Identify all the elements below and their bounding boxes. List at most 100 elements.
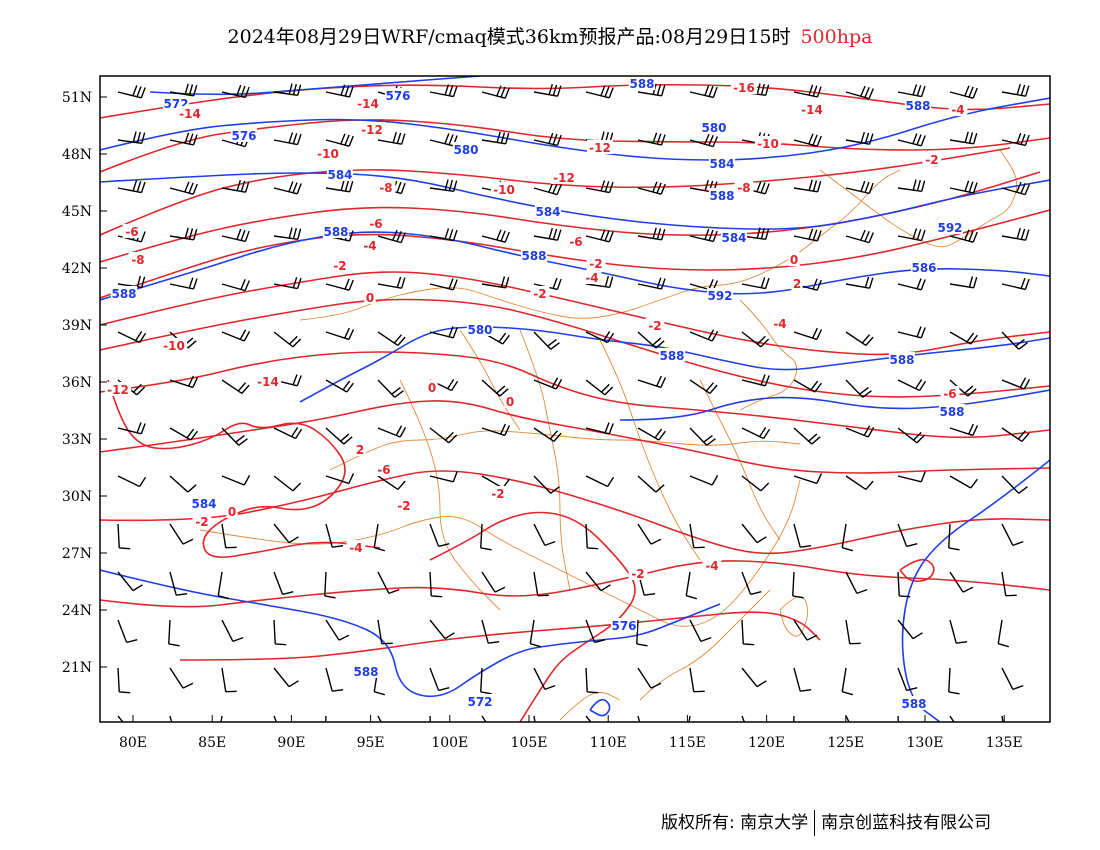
height-contour-label: 588 bbox=[322, 224, 350, 239]
svg-text:588: 588 bbox=[709, 189, 734, 203]
wind-barb bbox=[533, 377, 563, 390]
svg-text:588: 588 bbox=[939, 405, 964, 419]
temperature-contour-label: -10 bbox=[160, 338, 188, 353]
wind-barb bbox=[117, 131, 146, 145]
temperature-contour-label: -14 bbox=[254, 374, 282, 389]
wind-barb bbox=[741, 715, 746, 722]
wind-barb bbox=[169, 132, 198, 146]
wind-barb bbox=[897, 179, 926, 193]
temperature-contour bbox=[100, 147, 1011, 236]
svg-text:-2: -2 bbox=[589, 257, 602, 271]
wind-barb bbox=[273, 132, 302, 146]
wind-barb bbox=[897, 326, 926, 339]
height-contour bbox=[100, 172, 1050, 230]
wind-barb bbox=[273, 277, 302, 290]
height-contour-label: 588 bbox=[520, 248, 548, 263]
wind-barb bbox=[273, 475, 302, 492]
wind-barb bbox=[689, 329, 719, 342]
wind-barb bbox=[949, 180, 978, 194]
temperature-contour-label: -4 bbox=[360, 238, 380, 253]
wind-barb bbox=[533, 83, 562, 97]
temperature-contour-label: -4 bbox=[346, 540, 366, 555]
wind-barb bbox=[637, 523, 662, 545]
temperature-contour-label: -2 bbox=[922, 152, 942, 167]
svg-text:580: 580 bbox=[701, 121, 726, 135]
wind-barb bbox=[1001, 377, 1031, 390]
wind-barb bbox=[117, 180, 146, 194]
temperature-contour-label: -14 bbox=[798, 102, 826, 117]
lon-tick-label: 120E bbox=[748, 735, 785, 751]
svg-text:-6: -6 bbox=[377, 463, 390, 477]
wind-barb bbox=[1001, 475, 1028, 494]
wind-barb bbox=[793, 523, 812, 548]
height-contour-label: 580 bbox=[452, 142, 480, 157]
wind-barb bbox=[897, 84, 926, 98]
wind-barb bbox=[377, 229, 406, 244]
lon-tick-label: 135E bbox=[986, 735, 1023, 751]
height-contour-label: 576 bbox=[610, 618, 638, 633]
svg-text:588: 588 bbox=[521, 249, 546, 263]
temperature-contour bbox=[429, 511, 636, 722]
wind-barb bbox=[325, 473, 355, 485]
border-line bbox=[699, 379, 781, 541]
wind-barb bbox=[1001, 227, 1030, 241]
wind-barb bbox=[637, 667, 662, 689]
svg-text:-12: -12 bbox=[589, 141, 611, 155]
wind-barb bbox=[793, 619, 818, 641]
wind-barb bbox=[637, 277, 666, 290]
svg-text:-10: -10 bbox=[317, 147, 339, 161]
height-contour-label: 588 bbox=[658, 348, 686, 363]
wind-barb bbox=[220, 715, 223, 722]
height-contour-label: 576 bbox=[230, 128, 258, 143]
axis-ticks: 80E 85E 90E 95E 100E 105E 110E 115E 120E 125E 130E… bbox=[62, 90, 1023, 751]
lon-tick-label: 100E bbox=[431, 735, 468, 751]
wind-barb bbox=[841, 523, 854, 552]
wind-barb bbox=[585, 667, 599, 694]
wind-barb bbox=[585, 275, 614, 289]
temperature-contour-label: -12 bbox=[550, 170, 578, 185]
copyright-text: 版权所有: 南京大学 bbox=[661, 813, 809, 833]
wind-barb bbox=[845, 180, 874, 195]
wind-barb bbox=[429, 179, 458, 193]
wind-barb bbox=[585, 523, 599, 550]
wind-barb bbox=[273, 715, 278, 722]
wind-barb bbox=[533, 227, 562, 241]
temperature-contour-label: -12 bbox=[104, 382, 132, 397]
wind-barb bbox=[637, 331, 665, 349]
lon-tick-label: 115E bbox=[669, 735, 706, 751]
wind-barb bbox=[845, 85, 874, 100]
svg-text:0: 0 bbox=[366, 291, 374, 305]
wind-barb bbox=[792, 571, 804, 599]
svg-text:0: 0 bbox=[790, 253, 798, 267]
wind-barb bbox=[741, 331, 770, 348]
wind-barb bbox=[377, 131, 406, 145]
footer: 版权所有: 南京大学 南京创蓝科技有限公司 bbox=[661, 808, 991, 836]
wind-barb bbox=[429, 571, 443, 598]
wind-barb bbox=[689, 667, 705, 693]
wind-barb bbox=[585, 85, 614, 99]
height-contour-label: 588 bbox=[708, 188, 736, 203]
svg-text:588: 588 bbox=[629, 77, 654, 91]
lon-tick-label: 105E bbox=[511, 735, 548, 751]
height-contour bbox=[100, 569, 721, 698]
temperature-contour bbox=[100, 560, 1050, 608]
wind-barb bbox=[273, 523, 299, 544]
wind-barb bbox=[117, 422, 146, 435]
height-contour-label: 576 bbox=[384, 88, 412, 103]
wind-barb bbox=[221, 228, 250, 243]
svg-text:-6: -6 bbox=[125, 225, 138, 239]
wind-barb bbox=[949, 619, 968, 644]
wind-barb bbox=[1001, 331, 1028, 350]
wind-barb bbox=[845, 571, 868, 595]
wind-barb bbox=[793, 379, 822, 393]
wind-barb bbox=[1001, 715, 1004, 722]
wind-barb bbox=[325, 523, 344, 548]
temperature-contour bbox=[100, 209, 1050, 299]
wind-barb bbox=[793, 473, 823, 485]
height-contour-label: 584 bbox=[534, 204, 562, 219]
border-line bbox=[559, 692, 621, 721]
svg-text:592: 592 bbox=[707, 289, 732, 303]
wind-barb bbox=[793, 228, 822, 242]
height-contour bbox=[901, 459, 1050, 722]
svg-text:0: 0 bbox=[228, 505, 236, 519]
